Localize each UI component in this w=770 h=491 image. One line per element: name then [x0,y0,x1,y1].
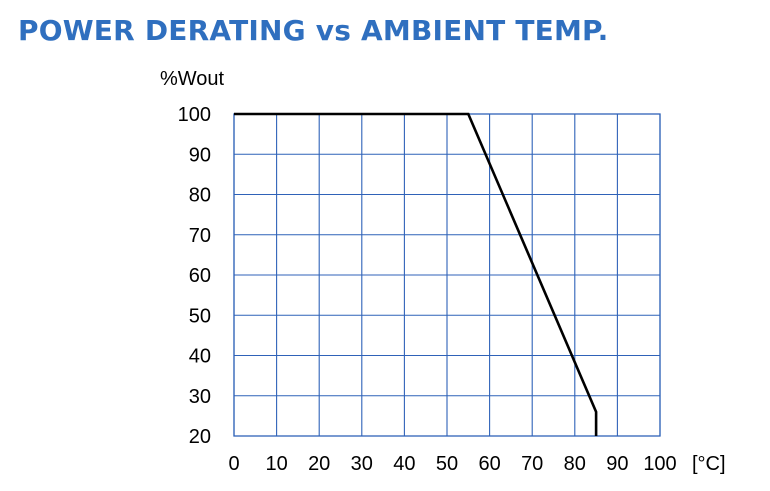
y-axis-label: %Wout [160,68,225,90]
y-tick-label: 60 [189,265,211,287]
tick-labels: 0 10 20 30 40 50 60 70 80 90 100 20 30 40 50 60 70 80 90 10… [178,104,677,475]
y-tick-label: 80 [189,185,211,207]
x-tick-label: 80 [564,453,586,475]
x-tick-label: 40 [393,453,415,475]
x-tick-label: 50 [436,453,458,475]
y-tick-label: 40 [189,346,211,368]
x-tick-label: 100 [643,453,676,475]
y-tick-label: 30 [189,386,211,408]
y-tick-label: 100 [178,104,211,126]
x-tick-label: 20 [308,453,330,475]
chart-title: POWER DERATING vs AMBIENT TEMP. [18,14,609,47]
x-tick-label: 30 [351,453,373,475]
x-tick-label: 60 [478,453,500,475]
x-tick-label: 90 [606,453,628,475]
x-axis-label: [°C] [692,453,726,475]
y-tick-label: 70 [189,225,211,247]
derating-curve [234,112,598,436]
y-tick-label: 20 [189,426,211,448]
x-tick-label: 70 [521,453,543,475]
x-tick-label: 0 [228,453,239,475]
y-tick-label: 50 [189,305,211,327]
y-tick-label: 90 [189,144,211,166]
x-tick-label: 10 [265,453,287,475]
grid-lines [233,113,661,437]
